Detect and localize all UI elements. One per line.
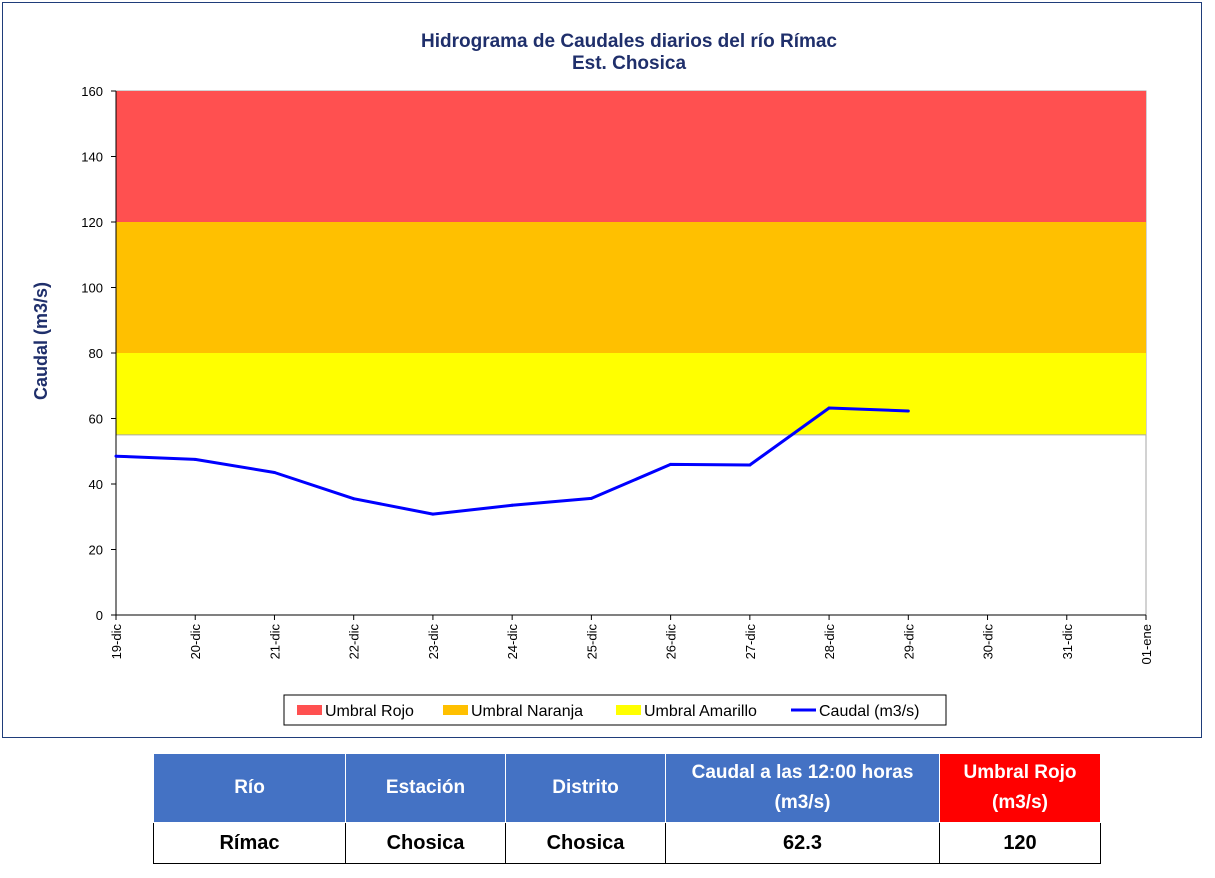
header-rio: Río (153, 753, 346, 823)
chart-frame: Hidrograma de Caudales diarios del río R… (2, 2, 1202, 738)
header-distrito-label: Distrito (552, 777, 619, 798)
x-tick-label-6: 25-dic (584, 624, 599, 660)
header-umbral-line2: (m3/s) (992, 792, 1048, 813)
series-0-point-10 (906, 409, 910, 413)
x-tick-label-12: 31-dic (1060, 624, 1075, 660)
band-1 (116, 222, 1146, 353)
header-umbral-rojo: Umbral Rojo (m3/s) (939, 753, 1101, 823)
series-0-point-0 (114, 454, 118, 458)
y-tick-label-0: 0 (96, 608, 103, 623)
legend-box (283, 694, 947, 726)
threshold-bands (115, 90, 1147, 616)
legend-swatch-2 (616, 705, 641, 715)
header-estacion-label: Estación (385, 777, 466, 798)
x-tick-label-0: 19-dic (109, 624, 124, 660)
x-tick-label-11: 30-dic (981, 624, 996, 660)
chart-axes: 0 20 40 60 80 100 120 140 160 19-dic 20-dic 21-dic 2… (81, 84, 1154, 664)
y-tick-label-7: 140 (81, 150, 103, 165)
series-0-point-2 (272, 471, 276, 475)
legend-label-1: Umbral Naranja (471, 703, 583, 720)
header-estacion: Estación (345, 753, 506, 823)
x-tick-label-9: 28-dic (822, 624, 837, 660)
chart-legend: Umbral Rojo Umbral Naranja Umbral Amarillo… (283, 694, 947, 726)
hydrograph-chart: Hidrograma de Caudales diarios del río R… (31, 31, 1154, 726)
series-0-point-4 (431, 512, 435, 516)
header-umbral-line1: Umbral Rojo (963, 762, 1077, 783)
series-0-point-8 (748, 463, 752, 467)
header-rio-label: Río (234, 777, 265, 798)
legend-label-2: Umbral Amarillo (644, 703, 757, 720)
x-tick-label-10: 29-dic (901, 624, 916, 660)
header-caudal-line1: Caudal a las 12:00 horas (691, 762, 914, 783)
table-row: Rímac Chosica Chosica 62.3 120 (153, 822, 1101, 864)
legend-swatch-1 (443, 705, 468, 715)
y-tick-label-8: 160 (81, 84, 103, 99)
series-0-point-3 (352, 497, 356, 501)
x-tick-label-8: 27-dic (743, 624, 758, 660)
y-tick-label-6: 120 (81, 215, 103, 230)
header-caudal-line2: (m3/s) (774, 792, 831, 813)
series-0-point-5 (510, 503, 514, 507)
band-2 (116, 353, 1146, 435)
series-0-point-1 (193, 457, 197, 461)
chart-subtitle: Est. Chosica (572, 53, 686, 74)
y-tick-label-2: 40 (89, 477, 103, 492)
cell-estacion: Chosica (345, 822, 506, 864)
legend-swatch-0 (297, 705, 322, 715)
header-distrito: Distrito (505, 753, 666, 823)
y-tick-label-4: 80 (89, 346, 103, 361)
y-tick-label-1: 20 (89, 543, 103, 558)
x-tick-label-7: 26-dic (664, 624, 679, 660)
x-tick-label-5: 24-dic (505, 624, 520, 660)
series-0-point-6 (589, 496, 593, 500)
y-tick-label-3: 60 (89, 412, 103, 427)
x-tick-label-2: 21-dic (267, 624, 282, 660)
x-tick-label-13: 01-ene (1139, 624, 1154, 664)
series-0-point-7 (669, 462, 673, 466)
header-caudal: Caudal a las 12:00 horas (m3/s) (665, 753, 940, 823)
x-tick-label-4: 23-dic (426, 624, 441, 660)
cell-rio: Rímac (153, 822, 346, 864)
y-tick-label-5: 100 (81, 281, 103, 296)
chart-title: Hidrograma de Caudales diarios del río R… (421, 31, 837, 52)
y-axis-label: Caudal (m3/s) (31, 282, 51, 400)
legend-label-0: Umbral Rojo (325, 703, 414, 720)
chart-series (114, 406, 910, 516)
cell-umbral-rojo: 120 (939, 822, 1101, 864)
series-0-point-9 (827, 406, 831, 410)
x-tick-label-1: 20-dic (188, 624, 203, 660)
table-header-row: Río Estación Distrito Caudal a las 12:00… (153, 753, 1101, 823)
station-info-table: Río Estación Distrito Caudal a las 12:00… (153, 753, 1101, 864)
band-0 (116, 91, 1146, 222)
cell-distrito: Chosica (505, 822, 666, 864)
x-tick-label-3: 22-dic (347, 624, 362, 660)
legend-label-3: Caudal (m3/s) (819, 703, 919, 720)
cell-caudal: 62.3 (665, 822, 940, 864)
